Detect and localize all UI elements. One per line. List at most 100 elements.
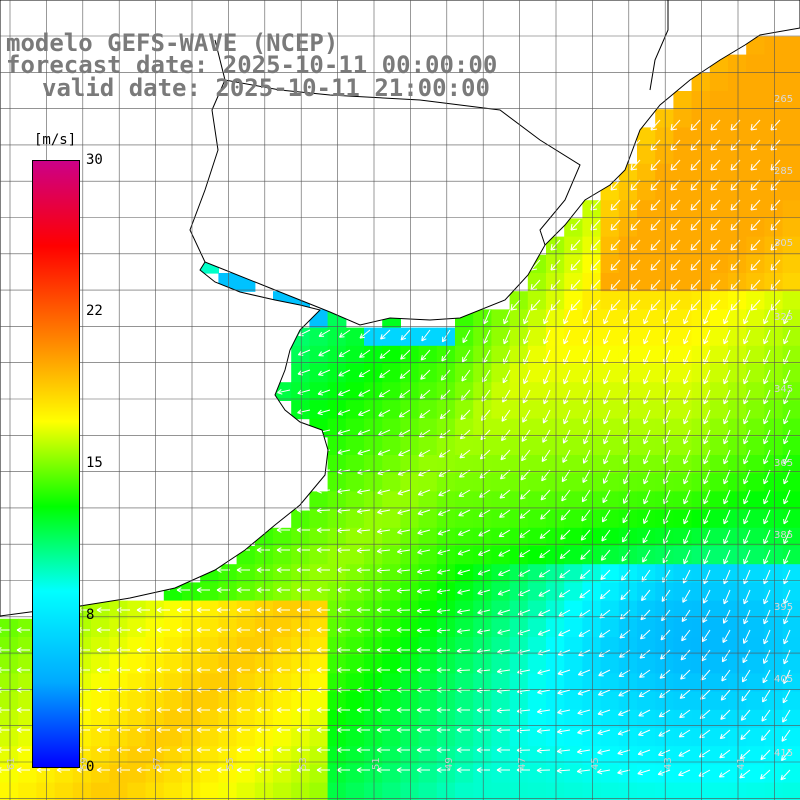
wind-speed-cell [546,436,565,456]
wind-speed-cell [782,163,800,183]
wind-arrow [458,489,471,497]
wind-arrow [603,389,611,405]
wind-speed-cell [436,782,456,800]
wind-arrow [703,349,711,365]
wind-arrow [563,349,571,365]
wind-arrow [583,409,591,425]
wind-arrow [276,607,290,613]
wind-arrow [276,767,290,773]
wind-arrow [276,727,290,733]
coastline [0,0,800,617]
wind-speed-cell [345,582,365,602]
wind-arrow [730,159,741,171]
wind-speed-cell [637,782,656,800]
wind-speed-cell [782,746,800,765]
wind-arrow [96,727,110,733]
wind-speed-cell [746,509,765,529]
wind-speed-cell [163,764,183,784]
wind-speed-cell [0,655,19,674]
wind-arrow [276,747,290,753]
wind-speed-cell [91,691,110,711]
wind-speed-cell [145,691,165,711]
wind-arrow [557,728,571,735]
wind-speed-cell [0,691,19,711]
wind-speed-cell [746,473,765,492]
wind-arrow [563,329,571,345]
wind-speed-cell [728,455,747,474]
wind-arrow [479,449,491,460]
wind-arrow [730,219,741,231]
wind-speed-cell [600,728,620,747]
wind-speed-cell [564,400,583,420]
wind-speed-cell [18,764,37,784]
wind-speed-cell [691,145,711,165]
wind-arrow [256,707,270,713]
wind-speed-cell [655,728,674,747]
wind-arrow [723,449,731,465]
wind-speed-cell [746,673,765,693]
wind-arrow [723,469,731,485]
wind-speed-cell [0,709,19,729]
wind-arrow [642,529,651,544]
wind-speed-cell [709,200,729,219]
wind-speed-cell [527,327,547,347]
wind-arrow [156,747,170,753]
wind-speed-cell [691,163,711,183]
wind-speed-cell [127,691,147,711]
longitude-label: 51 [371,757,382,770]
wind-arrow [216,767,230,773]
colorbar-tick-label: 30 [86,152,103,168]
wind-speed-cell [782,673,800,693]
wind-speed-cell [782,273,800,292]
wind-arrow [760,749,771,761]
wind-speed-cell [364,473,383,492]
wind-arrow [723,569,731,585]
wind-speed-cell [527,600,547,620]
wind-speed-cell [291,673,310,693]
wind-arrow [541,449,551,462]
wind-speed-cell [764,109,784,128]
wind-speed-cell [218,673,238,693]
wind-arrow [399,389,411,399]
wind-speed-cell [782,782,800,800]
wind-speed-cell [655,655,674,674]
wind-arrow [356,647,370,653]
colorbar-tick-label: 22 [86,303,103,319]
wind-arrow [396,767,410,773]
wind-arrow [720,709,731,720]
wind-speed-cell [746,491,765,511]
wind-speed-cell [728,54,747,74]
wind-arrow [377,449,391,456]
wind-arrow [661,589,671,602]
wind-arrow [540,509,551,520]
wind-speed-cell [218,582,238,602]
wind-speed-cell [691,782,711,800]
wind-speed-cell [691,364,711,383]
wind-speed-cell [582,673,602,693]
wind-speed-cell [418,691,438,711]
wind-speed-cell [673,527,693,547]
wind-field-layer [0,36,800,800]
wind-speed-cell [291,728,310,747]
longitude-label: 49 [444,757,455,770]
wind-speed-cell [728,691,747,711]
wind-speed-cell [273,673,292,693]
wind-speed-cell [145,655,165,674]
wind-arrow [581,489,591,503]
wind-arrow [459,429,471,440]
wind-speed-cell [382,764,401,784]
wind-speed-cell [382,691,401,711]
wind-arrow [216,607,230,613]
wind-speed-cell [436,673,456,693]
wind-speed-cell [163,600,183,620]
wind-arrow [603,369,611,385]
wind-speed-cell [637,436,656,456]
wind-arrow [498,549,511,557]
wind-arrow [519,529,531,538]
wind-arrow [536,747,551,754]
wind-speed-cell [527,309,547,329]
wind-speed-cell [728,782,747,800]
wind-arrow [538,609,551,617]
wind-arrow [643,369,651,385]
wind-speed-cell [436,582,456,602]
